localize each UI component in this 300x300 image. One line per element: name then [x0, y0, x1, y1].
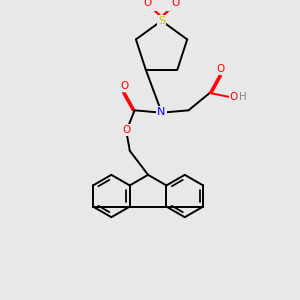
Text: O: O [172, 0, 180, 8]
Text: O: O [230, 92, 238, 102]
Text: H: H [238, 92, 246, 102]
Text: O: O [120, 81, 128, 91]
Text: S: S [158, 16, 165, 26]
Text: O: O [143, 0, 151, 8]
Text: O: O [123, 124, 131, 135]
Text: N: N [158, 107, 166, 117]
Text: O: O [216, 64, 224, 74]
